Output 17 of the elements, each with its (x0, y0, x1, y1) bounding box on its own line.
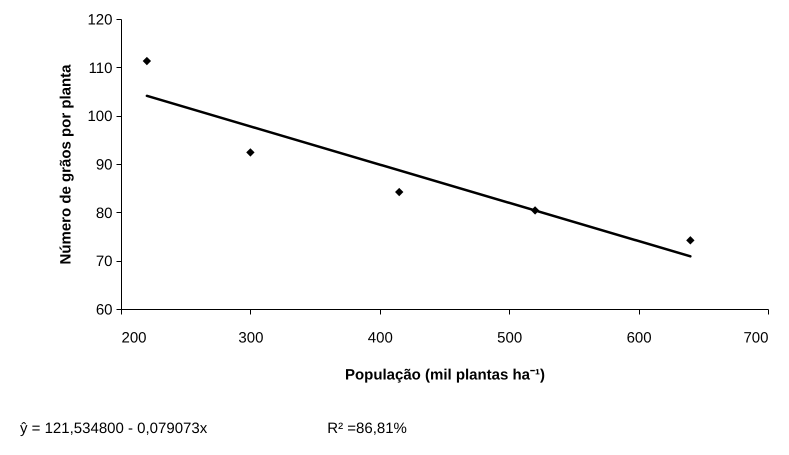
y-tick-label: 70 (96, 253, 112, 270)
x-tick-label: 300 (238, 330, 264, 346)
x-tick-label: 600 (626, 330, 652, 346)
y-axis-title: Número de grãos por planta (57, 64, 74, 265)
text: ŷ = 121,534800 - 0,079073x (20, 420, 208, 437)
y-tick-label: 120 (87, 12, 112, 28)
x-tick-label: 200 (122, 330, 147, 346)
x-tick-label: 700 (743, 330, 768, 346)
y-tick-label: 90 (96, 156, 112, 174)
x-axis-title: População (mil plantas ha⁻¹) (344, 366, 546, 384)
y-tick-label: 80 (96, 204, 112, 222)
y-tick-label: 100 (87, 108, 112, 126)
x-tick-label: 500 (497, 330, 522, 346)
x-tick-label: 400 (368, 330, 393, 346)
y-tick-label: 110 (88, 60, 112, 77)
y-tick-label: 60 (96, 302, 112, 318)
text: R² =86,81% (327, 420, 407, 437)
